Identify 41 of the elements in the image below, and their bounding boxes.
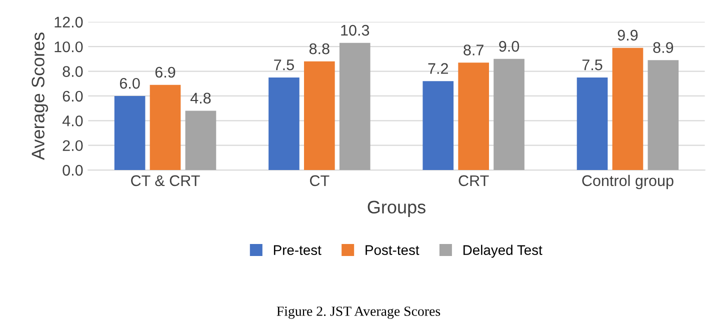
y-axis-title: Average Scores: [32, 32, 48, 160]
bar: [576, 77, 608, 170]
y-tick-label: 4.0: [62, 116, 83, 126]
data-label: 10.3: [341, 24, 370, 36]
bar: [458, 62, 489, 170]
data-label: 4.8: [190, 92, 211, 104]
data-label: 8.7: [464, 44, 484, 56]
bar: [150, 84, 181, 170]
bar: [612, 48, 644, 170]
bar: [422, 81, 454, 170]
data-label: 9.9: [618, 30, 638, 41]
x-tick-label: CT: [310, 175, 330, 186]
data-label: 6.9: [155, 66, 176, 78]
x-axis-title: Groups: [368, 200, 426, 218]
bar: [648, 60, 679, 170]
data-label: 7.2: [428, 63, 448, 74]
y-tick-label: 6.0: [62, 90, 83, 102]
bar: [494, 58, 524, 170]
bar: [339, 42, 370, 170]
x-tick-label: CRT: [458, 175, 489, 186]
legend-label: Delayed Test: [464, 244, 542, 258]
data-label: 8.9: [653, 42, 674, 53]
y-tick-label: 0.0: [62, 164, 83, 176]
y-tick-label: 12.0: [54, 16, 83, 28]
x-tick-label: Control group: [582, 174, 674, 190]
legend-label: Post-test: [366, 245, 420, 255]
y-tick-label: 8.0: [62, 66, 83, 77]
data-label: 9.0: [499, 40, 520, 52]
bar: [185, 110, 216, 170]
data-label: 6.0: [120, 78, 140, 89]
y-tick-label: 2.0: [62, 140, 83, 152]
bar: [304, 61, 335, 170]
data-label: 7.5: [274, 60, 294, 70]
x-tick-label: CT & CRT: [131, 175, 200, 186]
data-label: 7.5: [582, 60, 602, 70]
legend-label: Pre-test: [274, 245, 322, 255]
caption: Figure 2. JST Average Scores: [276, 306, 440, 319]
bar: [268, 77, 300, 170]
data-label: 8.8: [309, 43, 330, 54]
y-tick-label: 10.0: [54, 41, 83, 52]
bar: [114, 96, 146, 170]
